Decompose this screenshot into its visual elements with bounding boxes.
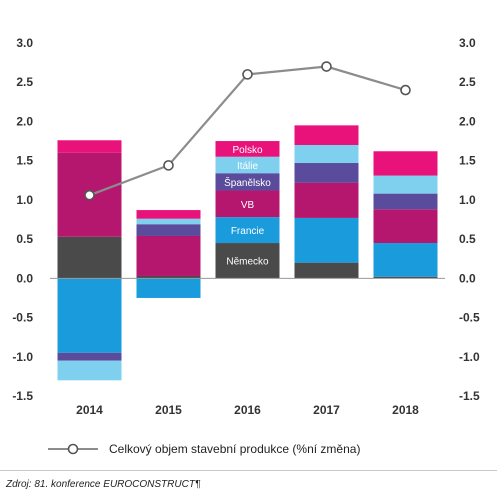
- line-point: [321, 61, 332, 72]
- bar-segment: [136, 235, 201, 276]
- legend-line-marker: [67, 443, 79, 455]
- bar-segment: [373, 209, 438, 244]
- bar-segment: [136, 218, 201, 225]
- y-tick-label-left: -1.0: [12, 350, 33, 364]
- bar-segment: [136, 224, 201, 236]
- bar-segment: [57, 236, 122, 279]
- left-axis: 3.0 2.5 2.0 1.5 1.0 0.5 0.0 -0.5 -1.0 -1.5: [12, 36, 33, 403]
- y-tick-label-left: -1.5: [12, 389, 33, 403]
- x-tick-label: 2016: [234, 403, 261, 417]
- segment-label: Španělsko: [224, 176, 271, 189]
- line-point: [242, 69, 253, 80]
- y-tick-label-right: -1.0: [459, 350, 480, 364]
- y-tick-label-left: 1.5: [16, 154, 33, 168]
- bar-segment: [373, 175, 438, 194]
- y-tick-label-right: -0.5: [459, 311, 480, 325]
- bar-segment: [136, 210, 201, 219]
- bar-segment: [215, 156, 280, 174]
- y-tick-label-right: 2.0: [459, 114, 476, 128]
- bar-segment: [373, 193, 438, 210]
- bar-segment: [294, 182, 359, 218]
- segment-label: Itálie: [237, 161, 259, 172]
- y-tick-label-right: 0.0: [459, 271, 476, 285]
- bar-segment: [215, 190, 280, 218]
- y-tick-label-right: 1.5: [459, 154, 476, 168]
- bar-segment: [57, 140, 122, 153]
- y-tick-label-left: 3.0: [16, 36, 33, 50]
- bar-segment: [57, 278, 122, 353]
- segment-label: Francie: [231, 226, 265, 237]
- bar-segment: [373, 276, 438, 279]
- legend: Celkový objem stavební produkce (%ní změ…: [48, 442, 360, 456]
- x-tick-label: 2015: [155, 403, 182, 417]
- chart-frame: Německo Francie VB Španělsko Itálie Polsko 3.…: [0, 36, 497, 471]
- bar-segment: [57, 352, 122, 361]
- y-tick-label-right: 0.5: [459, 232, 476, 246]
- line-point: [400, 84, 411, 96]
- bar-segment: [294, 125, 359, 145]
- legend-line-label: Celkový objem stavební produkce (%ní změ…: [109, 442, 360, 456]
- bar-segment: [215, 141, 280, 157]
- y-tick-label-right: -1.5: [459, 389, 480, 403]
- source-note: Zdroj: 81. konference EUROCONSTRUCT¶: [6, 479, 201, 490]
- x-tick-label: 2014: [76, 403, 103, 417]
- segment-label: VB: [241, 200, 255, 211]
- y-tick-label-right: 2.5: [459, 75, 476, 89]
- x-tick-label: 2017: [313, 403, 340, 417]
- y-tick-label-left: 2.5: [16, 75, 33, 89]
- y-tick-label-right: 1.0: [459, 193, 476, 207]
- y-tick-label-left: 0.5: [16, 232, 33, 246]
- bar-segment: [373, 243, 438, 277]
- bar-segment: [57, 360, 122, 381]
- bar-segment: [294, 262, 359, 279]
- bar-segment: [294, 163, 359, 183]
- line-point: [163, 160, 174, 171]
- bar-segment: [136, 278, 201, 298]
- y-tick-label-left: 2.0: [16, 114, 33, 128]
- chart-svg: Německo Francie VB Španělsko Itálie Polsko 3.…: [12, 36, 480, 456]
- bar-segment: [136, 275, 201, 279]
- segment-label: Německo: [226, 257, 269, 268]
- y-tick-label-left: 0.0: [16, 271, 33, 285]
- segment-label: Polsko: [232, 145, 262, 156]
- y-tick-label-left: 1.0: [16, 193, 33, 207]
- x-tick-label: 2018: [392, 403, 419, 417]
- bar-segment: [373, 151, 438, 176]
- bar-segment: [294, 144, 359, 164]
- bar-segment: [215, 243, 280, 279]
- bar-segment: [215, 173, 280, 191]
- x-axis: 2014 2015 2016 2017 2018: [76, 403, 419, 417]
- bar-segment: [294, 217, 359, 263]
- right-axis: 3.0 2.5 2.0 1.5 1.0 0.5 0.0 -0.5 -1.0 -1.5: [459, 36, 480, 403]
- y-tick-label-right: 3.0: [459, 36, 476, 50]
- line-point: [84, 189, 95, 201]
- y-tick-label-left: -0.5: [12, 311, 33, 325]
- bar-segment: [215, 217, 280, 244]
- plot-area: Německo Francie VB Španělsko Itálie Polsko: [50, 61, 445, 381]
